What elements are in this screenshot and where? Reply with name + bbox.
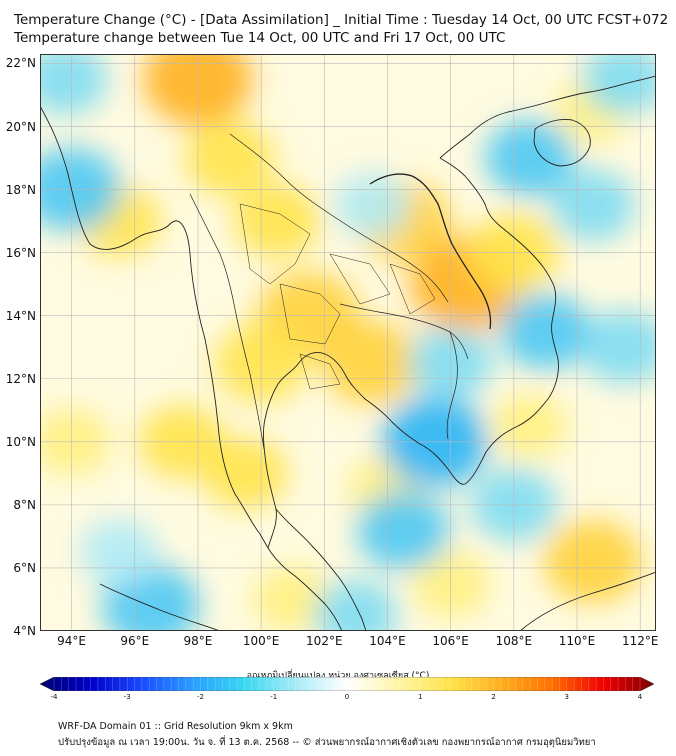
cambodia-vietnam-border [446,331,458,440]
myanmar-thai-border [189,193,265,450]
latitude-tick-label: 12°N [5,371,36,386]
warm-anomaly [233,184,321,258]
thai-cambodia-border [339,303,469,360]
warm-anomaly [184,119,275,197]
latitude-tick-label: 4°N [13,624,36,638]
map-title: Temperature Change (°C) - [Data Assimila… [14,12,669,28]
colorbar-title: อุณหภูมิเปลี่ยนแปลง หน่วย องศาเซลเซียส (… [246,671,430,681]
cool-anomaly [357,490,450,570]
colorbar-tick-label: 2 [491,693,496,701]
colorbar-tick-label: -4 [50,693,58,701]
longitude-tick-label: 112°E [621,634,659,648]
footer-credit: ปรับปรุงข้อมูล ณ เวลา 19:00น. วัน จ. ที่… [58,737,596,748]
longitude-tick-label: 98°E [183,634,213,648]
latitude-tick-label: 8°N [13,497,36,512]
longitude-tick-label: 100°E [242,634,280,648]
latitude-tick-label: 18°N [5,182,36,197]
colorbar-tick-label: 1 [418,693,423,701]
cool-anomaly [550,169,635,242]
colorbar-tick-label: 3 [564,693,569,701]
footer-model-info: WRF-DA Domain 01 :: Grid Resolution 9km … [58,721,293,732]
laos-vietnam-border [369,173,492,330]
gulf-of-thailand-coast [263,352,421,549]
temperature-field [40,54,656,631]
colorbar-tick-label: 4 [637,693,643,701]
temperature-change-map [40,54,656,631]
colorbar [40,677,654,691]
longitude-tick-label: 110°E [558,634,596,648]
longitude-tick-label: 104°E [369,634,406,648]
longitude-tick-label: 94°E [57,634,87,648]
myanmar-coastline [40,105,269,549]
warm-anomaly [203,437,288,510]
province-lines [239,203,436,390]
latitude-tick-label: 22°N [5,56,36,71]
colorbar-gradient [40,677,654,691]
warm-anomaly [491,393,568,459]
gulf-of-tonkin-coast [439,75,656,159]
longitude-tick-label: 106°E [432,634,469,648]
longitude-tick-label: 96°E [120,634,150,648]
cool-anomaly [582,54,656,115]
map-canvas [40,54,656,631]
lat-lon-grid [40,54,656,631]
warm-anomaly [253,566,332,631]
longitude-tick-label: 102°E [306,634,343,648]
colorbar-tick-label: -2 [197,693,204,701]
colorbar-tick-label: 0 [344,693,350,701]
coastlines-and-borders [40,75,656,631]
cool-anomaly [500,293,591,370]
malay-peninsula-east [275,508,367,631]
vietnam-south-coast [419,157,559,485]
cool-anomaly [79,518,159,586]
thai-laos-border [229,133,449,303]
warm-anomaly [543,519,642,604]
sumatra-coast [99,583,221,631]
hainan-island [533,119,591,167]
map-frame [40,54,656,631]
latitude-tick-label: 16°N [5,245,36,260]
latitude-tick-label: 6°N [13,560,36,575]
colorbar-tick-label: -3 [123,693,131,701]
cool-anomaly [484,119,575,197]
cool-anomaly [581,310,656,385]
longitude-tick-label: 108°E [495,634,533,648]
malay-peninsula [267,547,343,631]
colorbar-tick-label: -1 [270,693,278,701]
warm-anomaly [322,321,421,405]
latitude-tick-label: 10°N [5,434,36,449]
map-subtitle: Temperature change between Tue 14 Oct, 0… [14,30,506,46]
latitude-tick-label: 20°N [5,119,36,134]
latitude-tick-label: 14°N [5,308,36,323]
borneo-coast [519,571,656,631]
cool-anomaly [40,54,108,115]
